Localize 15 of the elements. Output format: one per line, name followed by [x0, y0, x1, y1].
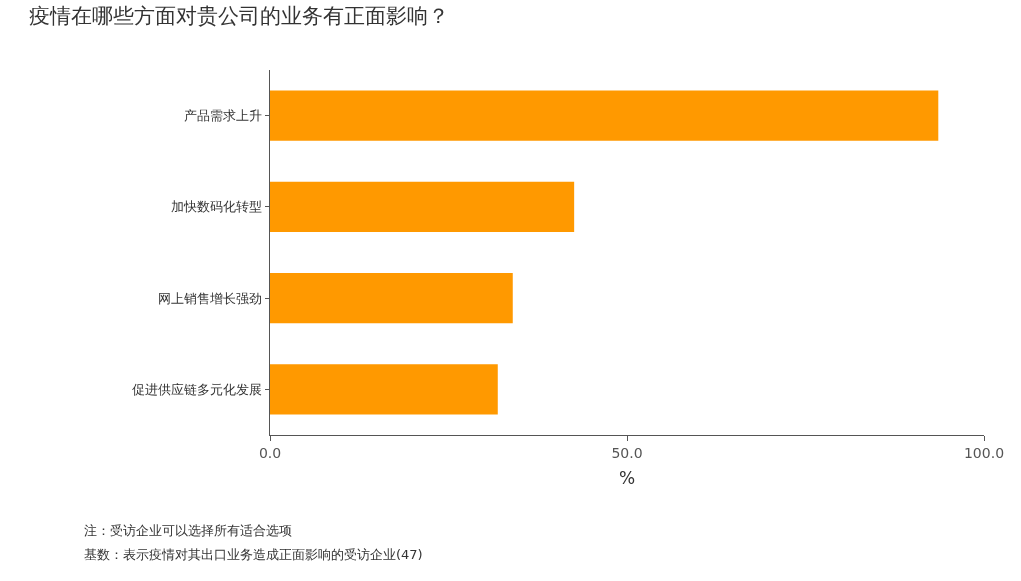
text: 基数：表示疫情对其出口业务造成正面影响的受访企业(47) — [84, 547, 423, 562]
bar — [270, 90, 939, 141]
y-tick-label: 促进供应链多元化发展 — [132, 381, 263, 397]
y-tick-label: 网上销售增长强劲 — [158, 290, 263, 306]
x-tick-label: 100.0 — [963, 444, 1005, 461]
x-axis-title: % — [618, 468, 636, 489]
text: 注：受访企业可以选择所有适合选项 — [84, 523, 292, 538]
bar — [270, 181, 575, 232]
bar — [270, 364, 498, 415]
bar — [270, 273, 513, 324]
y-tick-label: 加快数码化转型 — [171, 199, 263, 215]
x-tick-label: 50.0 — [611, 444, 643, 461]
y-tick-label: 产品需求上升 — [184, 108, 263, 124]
chart-title: 疫情在哪些方面对贵公司的业务有正面影响？ — [28, 4, 449, 29]
x-tick-label: 0.0 — [258, 444, 282, 461]
